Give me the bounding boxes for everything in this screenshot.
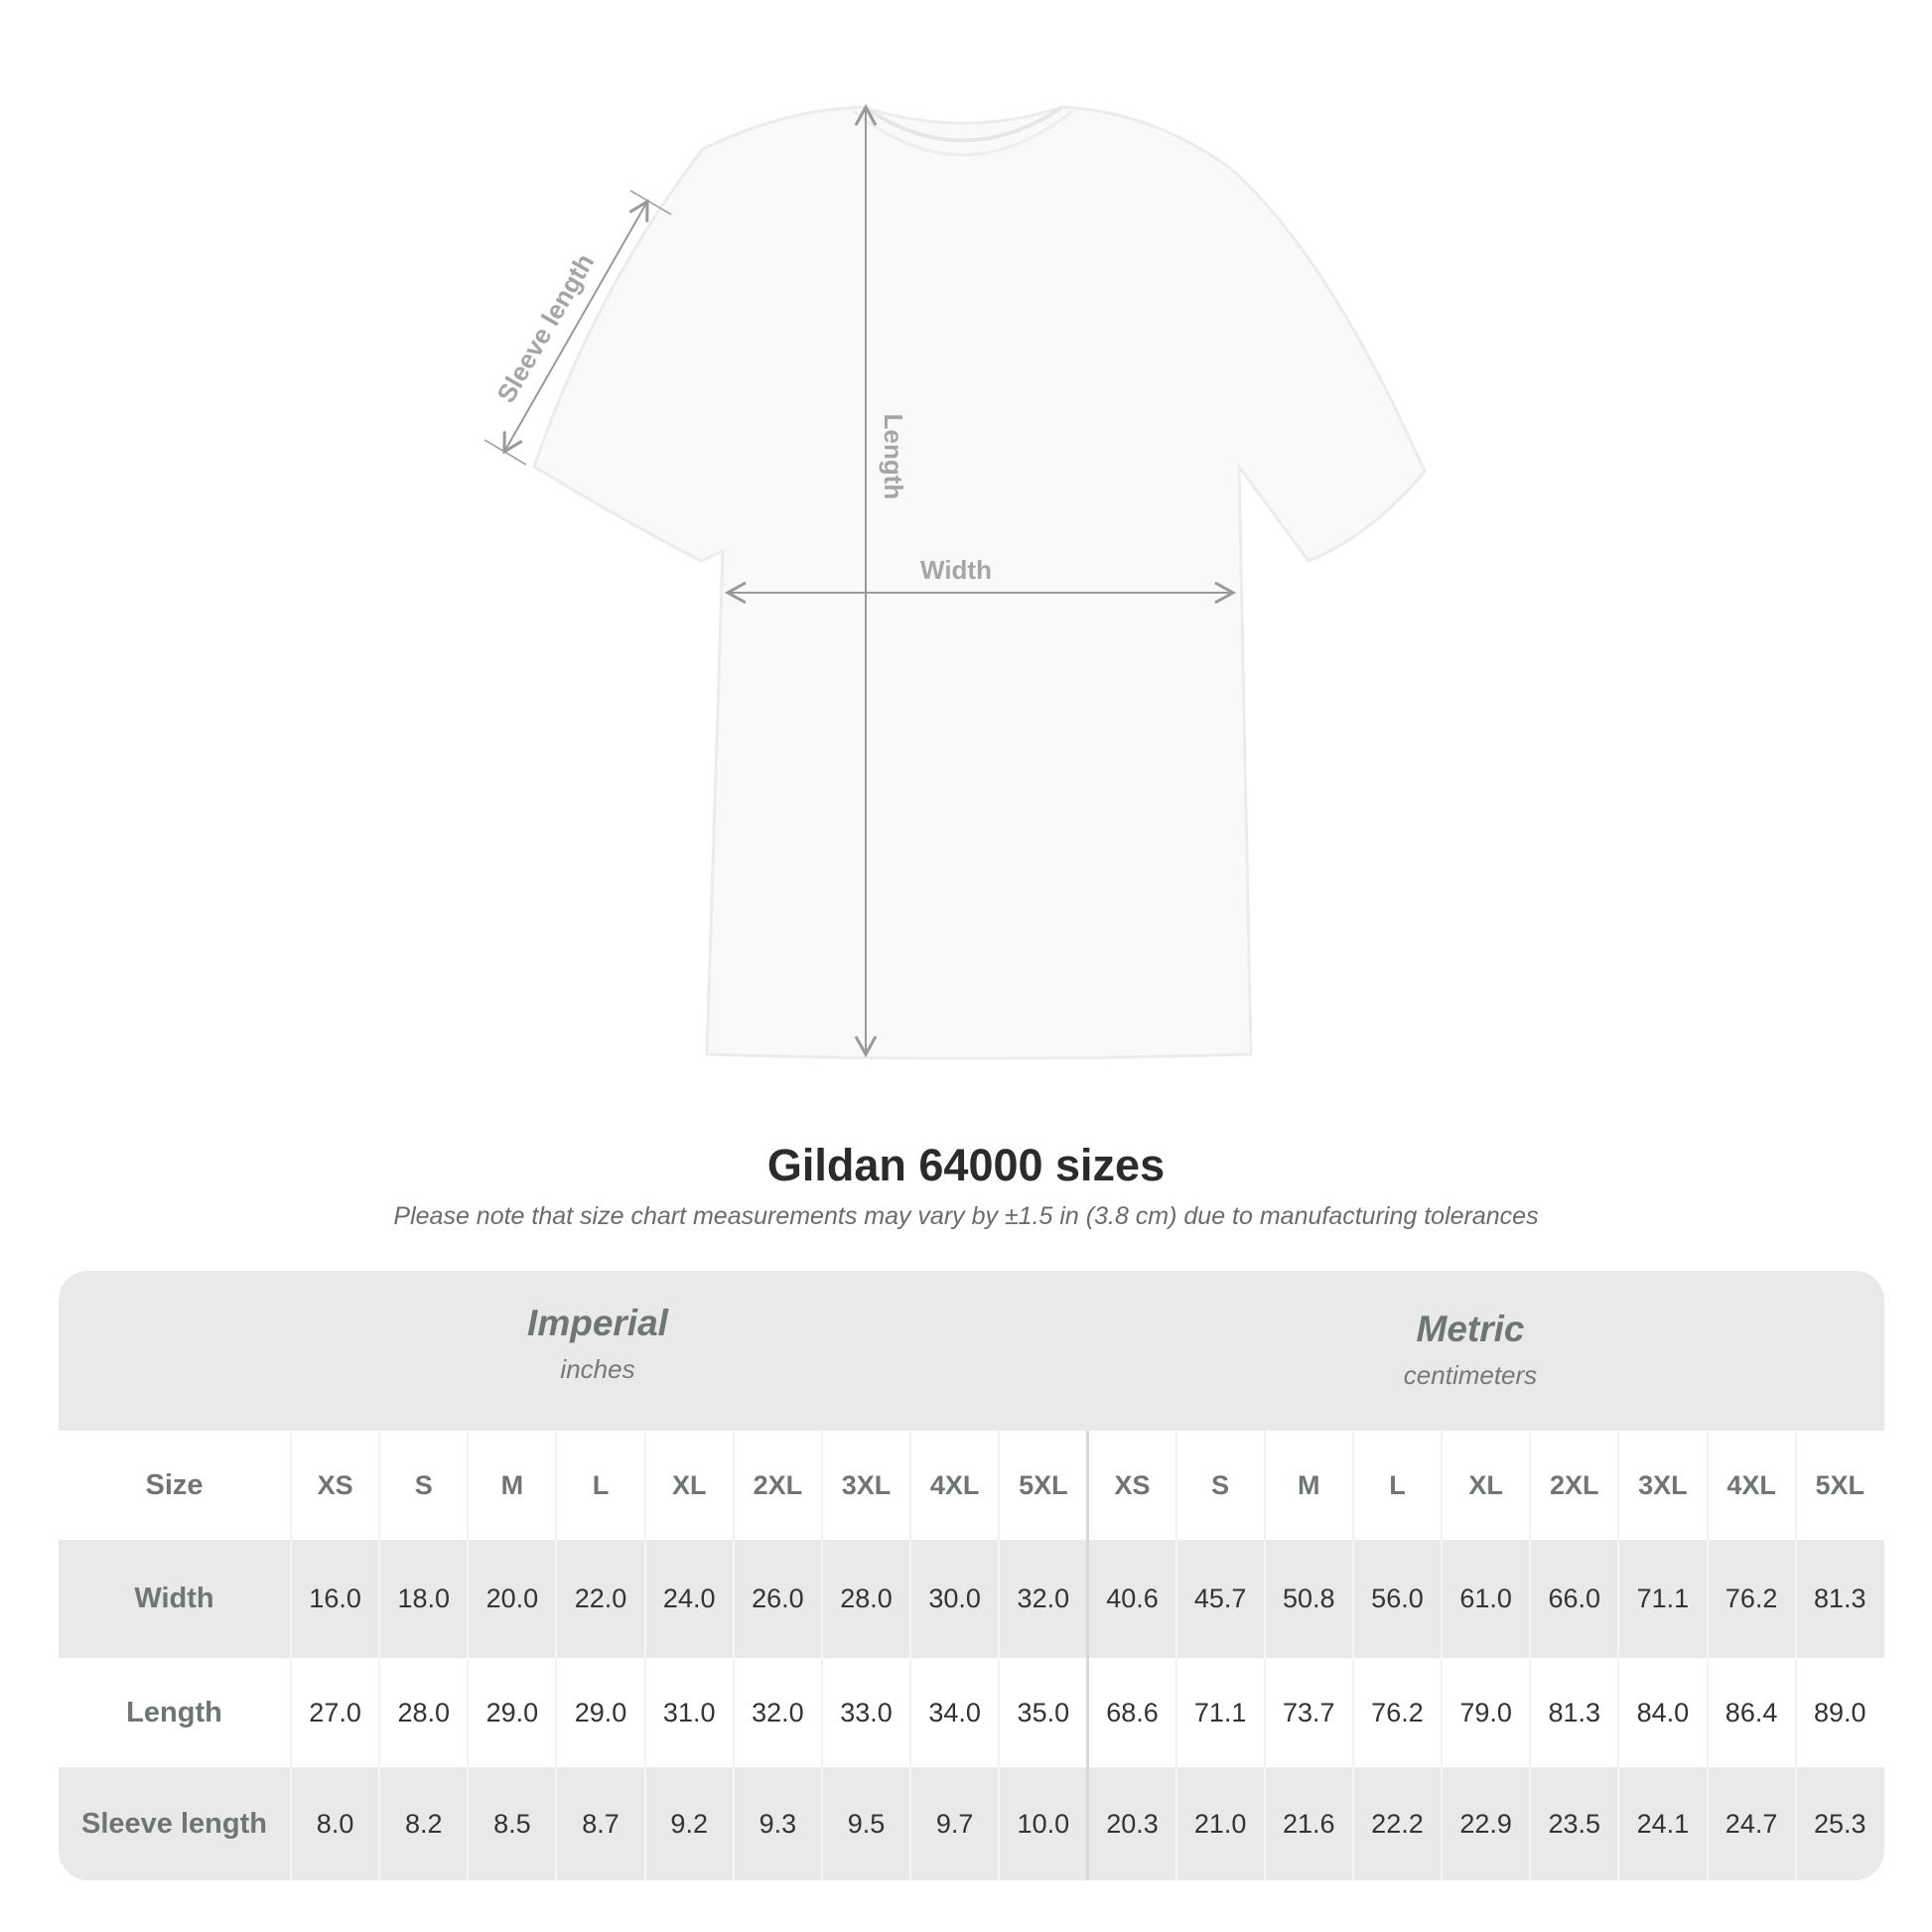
tolerance-note: Please note that size chart measurements… (393, 1202, 1539, 1230)
size-header-row: Size XS S M L XL 2XL 3XL 4XL 5XL XS S M L XL 2XL 3XL 4XL 5… (59, 1431, 1884, 1540)
table-cell: 22.9 (1441, 1767, 1529, 1880)
table-row: Length 27.0 28.0 29.0 29.0 31.0 32.0 33.0 34.0 35… (59, 1658, 1884, 1767)
table-cell: 8.5 (467, 1767, 555, 1880)
table-cell: 31.0 (643, 1658, 733, 1767)
metric-group: Metric centimeters (1173, 1309, 1768, 1391)
table-cell: 9.2 (643, 1767, 733, 1880)
table-cell: 30.0 (909, 1540, 998, 1658)
sleeve-arrow (502, 199, 649, 455)
table-cell: 3XL (820, 1431, 909, 1540)
table-cell: 9.7 (909, 1767, 998, 1880)
table-cell: 71.1 (1174, 1658, 1264, 1767)
table-cell: 28.0 (378, 1658, 467, 1767)
page-title: Gildan 64000 sizes (766, 1140, 1166, 1190)
table-cell: 35.0 (998, 1658, 1086, 1767)
table-cell: 56.0 (1351, 1540, 1441, 1658)
row-label: Width (134, 1583, 214, 1614)
table-cell: 26.0 (732, 1540, 821, 1658)
table-cell: 3XL (1617, 1431, 1706, 1540)
table-cell: L (1351, 1431, 1441, 1540)
table-cell: 73.7 (1263, 1658, 1352, 1767)
table-cell: 4XL (1706, 1431, 1795, 1540)
table-cell: 21.0 (1174, 1767, 1264, 1880)
table-cell: 25.3 (1794, 1767, 1883, 1880)
table-cell: 32.0 (998, 1540, 1086, 1658)
table-cell: 18.0 (378, 1540, 467, 1658)
table-cell: 5XL (998, 1431, 1086, 1540)
table-cell: 29.0 (555, 1658, 643, 1767)
table-cell: 20.0 (467, 1540, 555, 1658)
table-cell: XS (1086, 1431, 1174, 1540)
table-header: Imperial inches Metric centimeters (59, 1271, 1884, 1431)
table-cell: 34.0 (909, 1658, 998, 1767)
metric-title: Metric (1416, 1309, 1525, 1349)
table-cell: 8.7 (555, 1767, 643, 1880)
row-label: Length (126, 1696, 222, 1728)
table-cell: XL (1441, 1431, 1529, 1540)
table-cell: 8.2 (378, 1767, 467, 1880)
table-cell: 86.4 (1706, 1658, 1795, 1767)
imperial-group: Imperial inches (300, 1303, 896, 1385)
table-cell: 2XL (732, 1431, 821, 1540)
table-cell: 23.5 (1529, 1767, 1617, 1880)
table-cell: 71.1 (1617, 1540, 1706, 1658)
table-cell: 81.3 (1529, 1658, 1617, 1767)
table-cell: 68.6 (1086, 1658, 1174, 1767)
table-cell: 10.0 (998, 1767, 1086, 1880)
table-cell: 29.0 (467, 1658, 555, 1767)
table-cell: 9.5 (820, 1767, 909, 1880)
table-cell: 32.0 (732, 1658, 821, 1767)
table-cell: 4XL (909, 1431, 998, 1540)
table-cell: 16.0 (290, 1540, 378, 1658)
table-cell: 81.3 (1794, 1540, 1883, 1658)
table-row: Sleeve length 8.0 8.2 8.5 8.7 9.2 9.3 9.5 9.7 10.… (59, 1767, 1884, 1880)
table-cell: 40.6 (1086, 1540, 1174, 1658)
table-cell: L (555, 1431, 643, 1540)
table-cell: 66.0 (1529, 1540, 1617, 1658)
table-cell: XS (290, 1431, 378, 1540)
table-cell: S (378, 1431, 467, 1540)
table-cell: 50.8 (1263, 1540, 1352, 1658)
table-cell: 79.0 (1441, 1658, 1529, 1767)
tshirt-diagram: Sleeve length Length Width (483, 103, 1427, 1060)
table-cell: 5XL (1794, 1431, 1883, 1540)
size-table: Imperial inches Metric centimeters Size X… (59, 1271, 1884, 1880)
table-cell: 22.2 (1351, 1767, 1441, 1880)
table-cell: 45.7 (1174, 1540, 1264, 1658)
table-cell: 20.3 (1086, 1767, 1174, 1880)
table-cell: 24.0 (643, 1540, 733, 1658)
table-cell: 33.0 (820, 1658, 909, 1767)
row-label: Sleeve length (81, 1807, 267, 1840)
table-cell: 89.0 (1794, 1658, 1883, 1767)
table-cell: 8.0 (290, 1767, 378, 1880)
table-cell: M (467, 1431, 555, 1540)
length-label: Length (879, 414, 908, 500)
metric-unit: centimeters (1403, 1360, 1538, 1390)
table-cell: M (1263, 1431, 1352, 1540)
table-cell: 24.7 (1706, 1767, 1795, 1880)
table-cell: 2XL (1529, 1431, 1617, 1540)
table-cell: XL (643, 1431, 733, 1540)
table-cell: 76.2 (1351, 1658, 1441, 1767)
table-cell: 28.0 (820, 1540, 909, 1658)
table-cell: 9.3 (732, 1767, 821, 1880)
table-cell: S (1174, 1431, 1264, 1540)
table-cell: 84.0 (1617, 1658, 1706, 1767)
table-cell: 24.1 (1617, 1767, 1706, 1880)
row-label: Size (145, 1468, 204, 1501)
imperial-unit: inches (560, 1354, 635, 1384)
imperial-title: Imperial (527, 1303, 668, 1343)
table-cell: 76.2 (1706, 1540, 1795, 1658)
width-label: Width (920, 555, 992, 585)
table-cell: 21.6 (1263, 1767, 1352, 1880)
table-row: Width 16.0 18.0 20.0 22.0 24.0 26.0 28.0 30.0 32.… (59, 1540, 1884, 1658)
table-cell: 27.0 (290, 1658, 378, 1767)
table-cell: 61.0 (1441, 1540, 1529, 1658)
table-cell: 22.0 (555, 1540, 643, 1658)
